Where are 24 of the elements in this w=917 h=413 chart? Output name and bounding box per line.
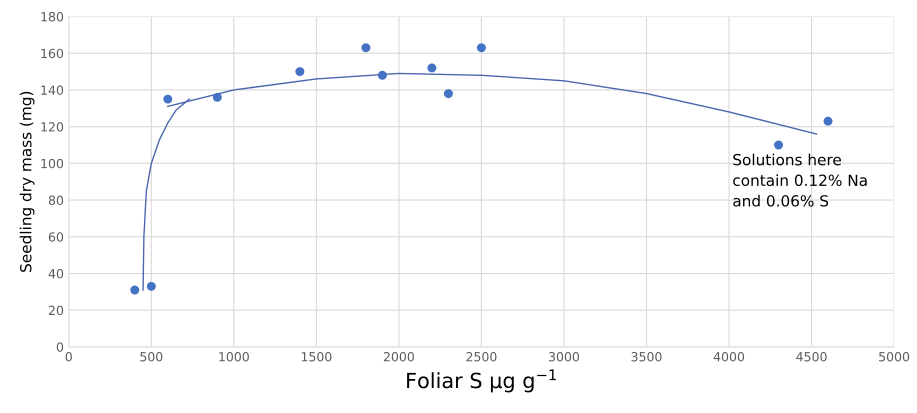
y-tick-label: 60 [48,232,64,242]
y-tick-label: 180 [41,12,64,22]
y-axis-title: Seedling dry mass (mg) [20,92,34,272]
x-tick-label: 3500 [632,352,662,362]
x-tick-label: 1000 [219,352,249,362]
y-tick-label: 0 [56,342,64,352]
x-tick-label: 500 [140,352,162,362]
x-tick-label: 0 [66,352,72,362]
y-tick-label: 80 [48,196,64,205]
y-tick-label: 120 [41,122,64,132]
y-tick-label: 140 [41,85,64,95]
x-tick-label: 2000 [384,352,414,362]
x-tick-label: 4000 [714,352,744,362]
y-tick-label: 160 [41,48,64,58]
x-tick-label: 5000 [879,352,910,362]
x-axis-title: Foliar S µg g$^{−1}$ [407,369,556,392]
x-tick-label: 1500 [302,352,332,362]
y-tick-label: 40 [48,268,64,278]
y-tick-label: 100 [41,158,64,168]
x-tick-label: 2500 [466,352,496,362]
x-tick-label: 4500 [796,352,827,362]
y-tick-label: 20 [48,306,64,316]
x-tick-label: 3000 [549,352,580,362]
annotation: Solutions here contain 0.12% Na and 0.06% S [733,154,867,207]
